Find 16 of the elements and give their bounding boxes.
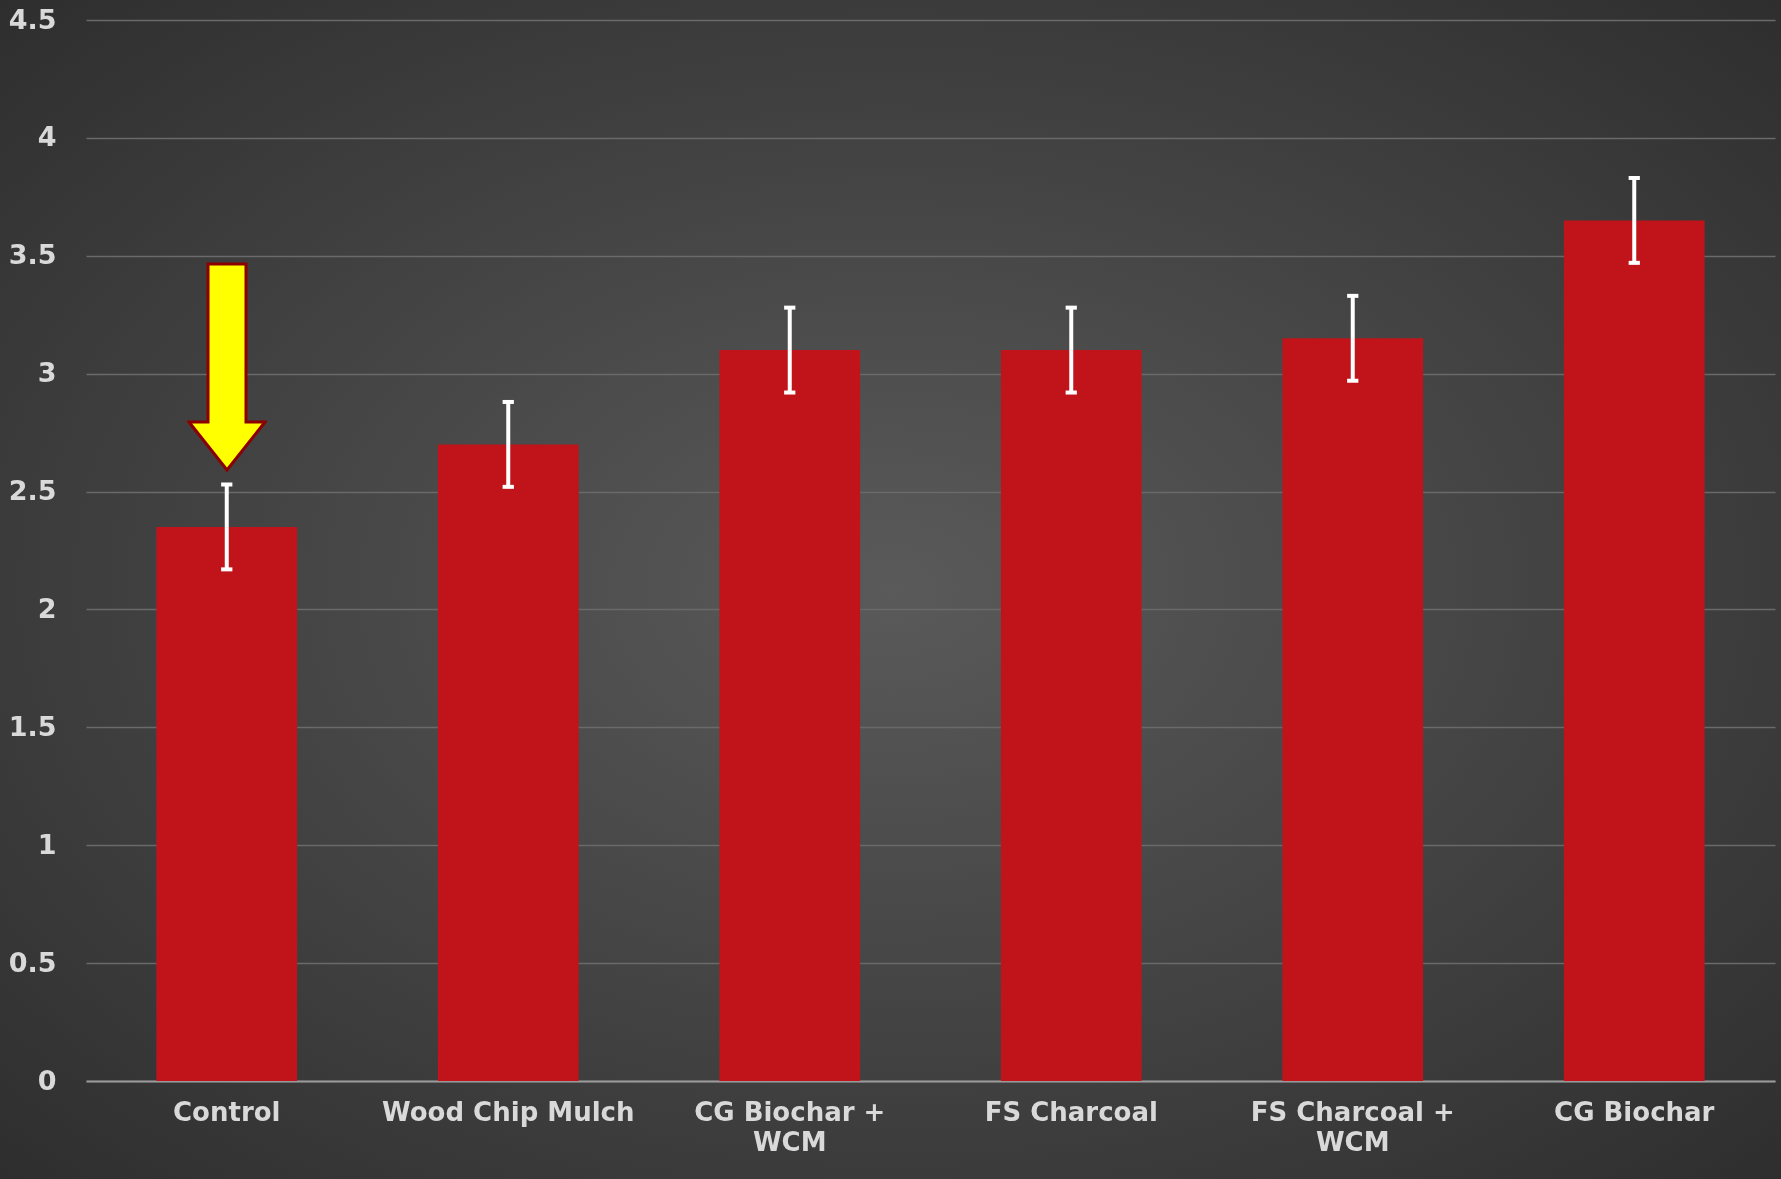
- y-tick-label: 0: [37, 1064, 57, 1096]
- y-tick-label: 1.5: [8, 710, 57, 742]
- x-tick-label: FS Charcoal: [984, 1096, 1158, 1127]
- y-tick-label: 2: [37, 592, 57, 624]
- y-tick-label: 0.5: [8, 946, 57, 978]
- y-tick-label: 4.5: [8, 3, 57, 35]
- x-tick-label: Control: [173, 1096, 281, 1127]
- x-tick-label: CG Biochar: [1554, 1096, 1715, 1127]
- x-tick-label: Wood Chip Mulch: [381, 1096, 635, 1127]
- y-tick-label: 2.5: [8, 475, 57, 507]
- y-tick-label: 4: [37, 121, 57, 153]
- y-tick-label: 1: [37, 828, 57, 860]
- y-tick-label: 3.5: [8, 239, 57, 271]
- y-tick-label: 3: [37, 357, 57, 389]
- x-tick-label: CG Biochar + WCM: [694, 1096, 886, 1157]
- x-tick-label: FS Charcoal + WCM: [1250, 1096, 1455, 1157]
